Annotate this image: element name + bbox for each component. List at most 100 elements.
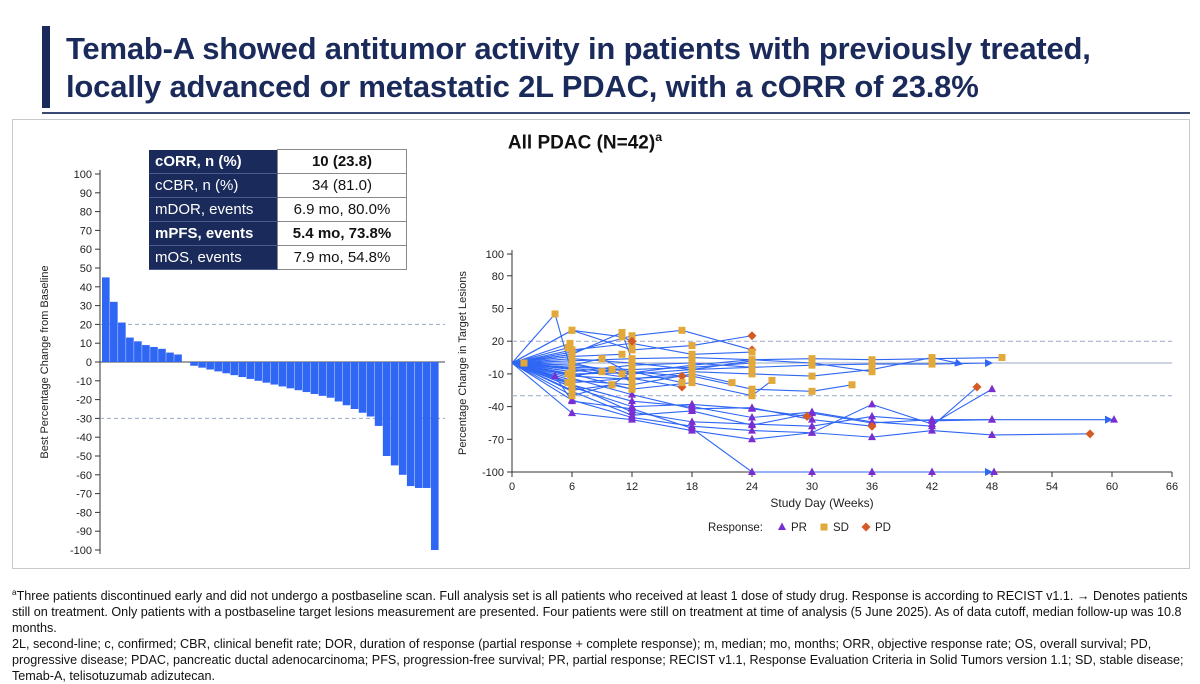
spider-x-tick-label: 0 (509, 481, 515, 493)
sd-marker (568, 346, 576, 354)
waterfall-bar (134, 341, 142, 362)
sd-marker (868, 368, 876, 376)
spider-y-tick-label: -70 (488, 434, 504, 446)
waterfall-bar (358, 362, 367, 413)
sd-marker (848, 381, 856, 389)
pr-marker (1110, 415, 1118, 423)
pr-marker (868, 432, 876, 441)
pr-marker (551, 371, 559, 380)
spider-y-tick-label: 100 (486, 249, 504, 261)
waterfall-bar (382, 362, 391, 456)
sd-marker (688, 342, 696, 350)
waterfall-bar (374, 362, 383, 426)
pr-marker (568, 395, 576, 404)
pr-marker (928, 426, 936, 434)
waterfall-bar (286, 362, 295, 389)
waterfall-bar (390, 362, 399, 466)
patient-line (511, 362, 1091, 438)
sd-marker (688, 370, 696, 378)
waterfall-y-tick-label: -100 (70, 545, 92, 557)
spider-y-tick-label: -100 (482, 467, 504, 479)
efficacy-stats-table: cORR, n (%) 10 (23.8) cCBR, n (%) 34 (81.0… (149, 149, 407, 270)
waterfall-bar (198, 362, 206, 368)
pr-marker (688, 417, 696, 425)
sd-marker (748, 348, 756, 356)
sd-marker (568, 383, 576, 391)
pr-marker (748, 420, 756, 429)
pr-marker (688, 426, 696, 434)
waterfall-bar (422, 362, 431, 488)
sd-marker (678, 326, 686, 334)
stats-row: mPFS, events 5.4 mo, 73.8% (149, 221, 407, 246)
waterfall-bar (110, 301, 118, 362)
waterfall-y-tick-label: 80 (80, 207, 92, 219)
pd-marker (802, 411, 812, 421)
spider-x-tick-label: 60 (1106, 481, 1118, 493)
sd-marker (564, 370, 572, 378)
sd-marker (608, 366, 616, 374)
sd-marker (748, 385, 756, 393)
waterfall-bar (398, 362, 407, 475)
pr-marker (928, 415, 936, 423)
waterfall-y-tick-label: -40 (76, 432, 92, 444)
pd-marker (1085, 429, 1095, 439)
sd-marker (748, 363, 756, 371)
legend-item-label: SD (833, 522, 849, 534)
waterfall-y-tick-label: 50 (80, 263, 92, 275)
title-divider (42, 112, 1190, 114)
waterfall-bar (158, 348, 166, 362)
pr-marker (868, 467, 876, 475)
waterfall-bar (406, 362, 415, 487)
spider-y-tick-label: 80 (492, 271, 504, 283)
sd-marker (628, 385, 636, 393)
chart-title-sup: a (655, 130, 663, 144)
pr-marker (748, 413, 756, 421)
waterfall-bar (366, 362, 375, 417)
stats-value: 5.4 mo, 73.8% (277, 221, 407, 246)
chart-title-main: All PDAC (N=42) (507, 132, 656, 154)
waterfall-bar (102, 277, 110, 362)
pr-marker (808, 415, 816, 423)
waterfall-bar (126, 337, 134, 362)
waterfall-bar (334, 362, 343, 402)
waterfall-y-tick-label: -50 (76, 451, 92, 463)
waterfall-chart: 1009080706050403020100-10-20-30-40-50-60… (39, 169, 445, 557)
sd-marker (568, 326, 576, 334)
waterfall-y-tick-label: -20 (76, 395, 92, 407)
patient-line (511, 362, 573, 388)
stats-value: 10 (23.8) (277, 149, 407, 174)
sd-marker (608, 381, 616, 389)
stats-row: mOS, events 7.9 mo, 54.8% (149, 245, 407, 270)
stats-label: mDOR, events (149, 197, 278, 222)
waterfall-bar (342, 362, 351, 406)
stats-row: mDOR, events 6.9 mo, 80.0% (149, 197, 407, 222)
title-accent-bar (42, 26, 50, 108)
waterfall-y-axis-label: Best Percentage Change from Baseline (39, 265, 51, 458)
waterfall-bar (214, 362, 222, 372)
stats-label: mOS, events (149, 245, 278, 270)
pr-marker (628, 396, 636, 405)
sd-marker (768, 376, 776, 384)
waterfall-y-tick-label: 10 (80, 338, 92, 350)
sd-marker (520, 359, 528, 367)
pr-marker (628, 410, 636, 419)
legend-title: Response: (708, 522, 763, 534)
pr-marker (628, 390, 636, 398)
waterfall-y-tick-label: -30 (76, 413, 92, 425)
stats-label: cCBR, n (%) (149, 173, 278, 198)
pr-marker (748, 467, 756, 475)
sd-marker (748, 357, 756, 365)
spider-plot: 100 80 50 20 -10 -40 -70 -100 0 6 12 18 24 30 36 42 48 54… (457, 249, 1178, 534)
waterfall-bar (254, 362, 263, 381)
spider-x-tick-label: 42 (926, 481, 938, 493)
waterfall-y-tick-label: 30 (80, 301, 92, 313)
pr-marker (748, 434, 756, 443)
sd-marker (568, 361, 576, 369)
footnote-2: 2L, second-line; c, confirmed; CBR, clin… (12, 637, 1184, 684)
waterfall-bar (326, 362, 335, 398)
waterfall-bar (166, 352, 174, 362)
stats-label: cORR, n (%) (149, 149, 278, 174)
footnotes: aThree patients discontinued early and d… (12, 585, 1188, 684)
waterfall-y-tick-label: -70 (76, 489, 92, 501)
sd-marker (688, 359, 696, 367)
